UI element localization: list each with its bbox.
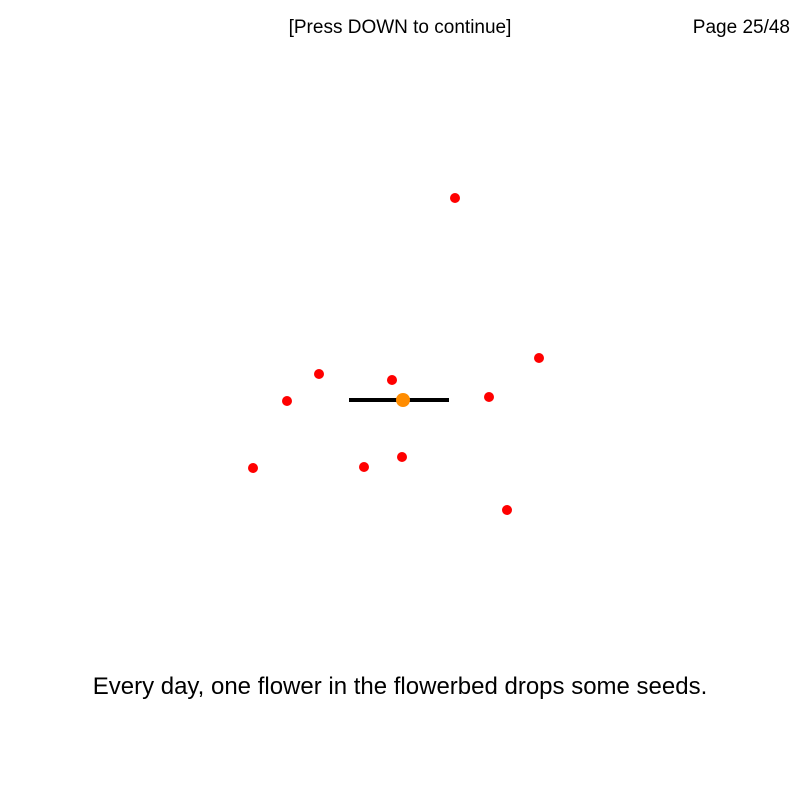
seed	[534, 353, 544, 363]
seed	[359, 462, 369, 472]
seed	[484, 392, 494, 402]
seed	[387, 375, 397, 385]
page-indicator: Page 25/48	[692, 17, 790, 38]
seed	[314, 369, 324, 379]
continue-hint: [Press DOWN to continue]	[288, 17, 512, 38]
story-caption: Every day, one flower in the flowerbed d…	[92, 673, 708, 700]
seed	[397, 452, 407, 462]
flower	[396, 393, 410, 407]
seed	[450, 193, 460, 203]
seed	[248, 463, 258, 473]
seed	[502, 505, 512, 515]
seed	[282, 396, 292, 406]
